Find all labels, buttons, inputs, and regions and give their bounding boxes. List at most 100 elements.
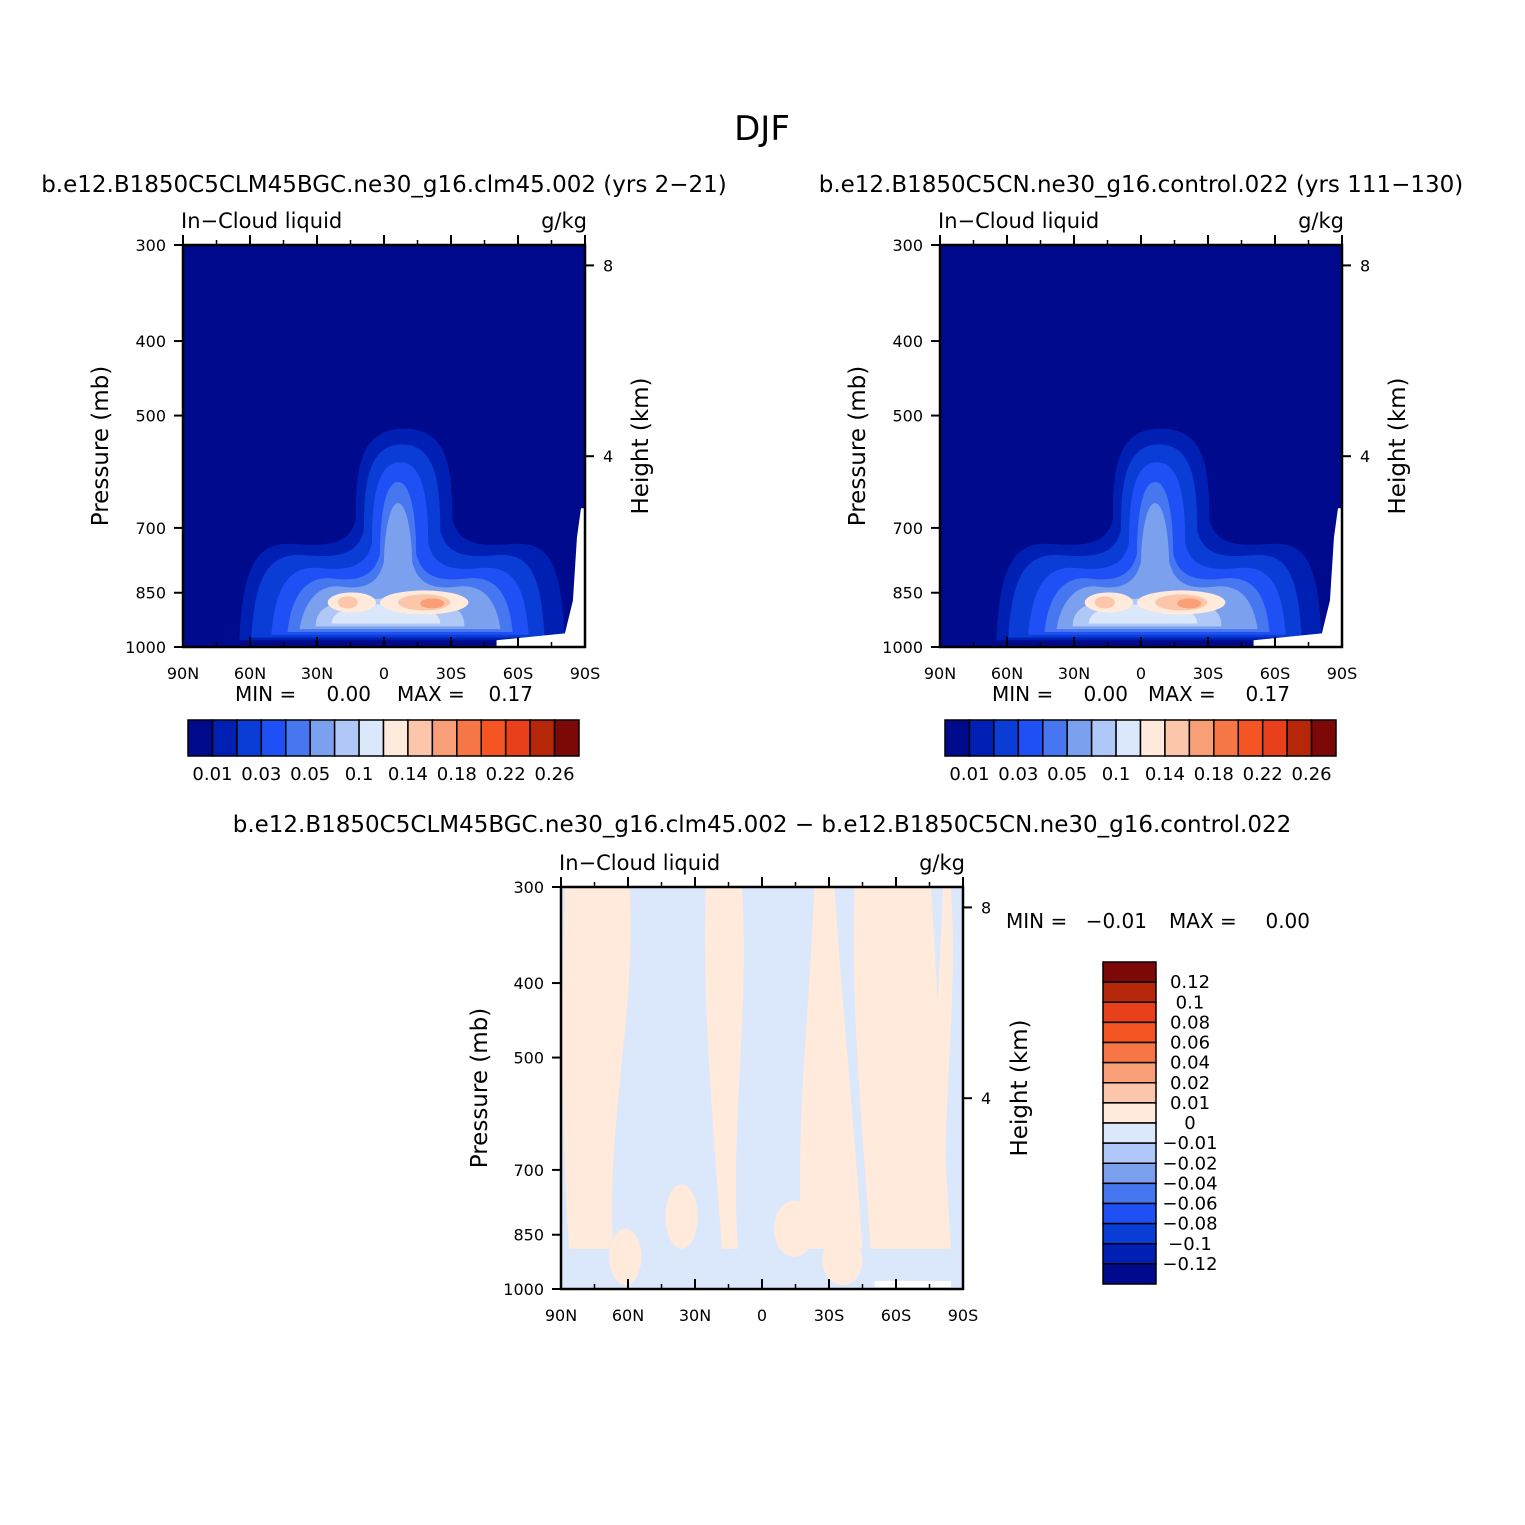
contour-band [665, 1184, 698, 1249]
colorbar-swatch [480, 719, 507, 757]
colorbar-label: 0 [1184, 1113, 1195, 1134]
x-tick-label: 60N [612, 1306, 644, 1325]
contour-band [799, 887, 863, 1249]
colorbar-swatch [1017, 719, 1044, 757]
contour-field [183, 245, 585, 647]
colorbar-swatch [1102, 1102, 1157, 1124]
axes: 90N 60N 30N 0 30S 60S 90S 300 400 500 700 850 1000 8 4 [503, 877, 991, 1325]
colorbar-label: 0.05 [290, 764, 330, 785]
colorbar-label: 0.14 [388, 764, 428, 785]
colorbar: 0.01 0.03 0.05 0.1 0.14 0.18 0.22 0.26 [944, 719, 1337, 785]
axes: 90N 60N 30N 0 30S 60S 90S 300 400 500 700 850 1000 8 4 [125, 235, 613, 683]
missing-data-mask [496, 508, 585, 647]
x-tick-label: 30N [1058, 664, 1090, 683]
contour-band [822, 1236, 863, 1285]
min-value: −0.01 [1086, 909, 1147, 933]
colorbar-label: 0.1 [1102, 764, 1131, 785]
colorbar-label: 0.18 [1194, 764, 1234, 785]
variable-label: In−Cloud liquid [938, 209, 1099, 233]
colorbar-label: 0.01 [949, 764, 989, 785]
colorbar-label: 0.12 [1170, 972, 1210, 993]
y-tick-label: 500 [135, 407, 166, 426]
colorbar-swatch [1090, 719, 1117, 757]
colorbar-swatch [187, 719, 214, 757]
max-value: 0.00 [1265, 909, 1310, 933]
colorbar-swatch [260, 719, 287, 757]
y-tick-label: 700 [513, 1161, 544, 1180]
colorbar-swatch [1102, 981, 1157, 1003]
colorbar-swatch [236, 719, 263, 757]
colorbar-swatch [1102, 1082, 1157, 1104]
max-value: 0.17 [488, 682, 533, 706]
colorbar-swatch [333, 719, 360, 757]
y-tick-label: 400 [135, 332, 166, 351]
colorbar-swatch [1102, 961, 1157, 983]
y-tick-label: 300 [892, 236, 923, 255]
min-value: 0.00 [1083, 682, 1128, 706]
colorbar-label: 0.22 [1243, 764, 1283, 785]
colorbar-label: 0.22 [486, 764, 526, 785]
contour-band [1094, 596, 1115, 609]
colorbar-swatch [1102, 1142, 1157, 1164]
y-tick-label: 1000 [503, 1280, 544, 1299]
contour-band [774, 1200, 815, 1257]
colorbar-swatch [1102, 1061, 1157, 1084]
y-tick-label: 700 [135, 519, 166, 538]
missing-data-mask [874, 1281, 951, 1287]
min-label: MIN = [1006, 909, 1067, 933]
variable-label: In−Cloud liquid [559, 851, 720, 875]
colorbar-swatch [1102, 1263, 1157, 1285]
colorbar-swatch [1139, 719, 1166, 757]
x-tick-label: 90N [924, 664, 956, 683]
colorbar-swatch [944, 719, 971, 757]
x-tick-label: 0 [379, 664, 389, 683]
x-tick-label: 30N [301, 664, 333, 683]
colorbar-swatch [1188, 719, 1215, 757]
colorbar-label: 0.18 [437, 764, 477, 785]
colorbar-swatch [993, 719, 1020, 757]
min-label: MIN = [235, 682, 296, 706]
colorbar-swatch [456, 719, 482, 757]
x-tick-label: 30N [679, 1306, 711, 1325]
colorbar-swatch [358, 719, 385, 757]
contour-field [940, 245, 1342, 647]
y-axis-right-label: Height (km) [1385, 377, 1411, 514]
colorbar-label: 0.02 [1170, 1073, 1210, 1094]
colorbar-label: 0.26 [1292, 764, 1332, 785]
y-tick-label: 850 [892, 584, 923, 603]
y-right-tick-label: 4 [981, 1089, 991, 1108]
colorbar-label: 0.03 [998, 764, 1038, 785]
colorbar-swatch [382, 719, 409, 757]
colorbar-label: 0.1 [1176, 992, 1205, 1013]
colorbar: 0.120.10.080.060.040.020.010−0.01−0.02−0… [1102, 961, 1218, 1285]
colorbar-label: −0.08 [1162, 1214, 1217, 1235]
colorbar-swatch [1115, 719, 1142, 757]
colorbar-swatch [1213, 719, 1239, 757]
y-tick-label: 300 [135, 236, 166, 255]
colorbar-swatch [1102, 1222, 1157, 1245]
colorbar-label: 0.01 [192, 764, 232, 785]
colorbar-label: −0.01 [1162, 1133, 1217, 1154]
contour-band [704, 887, 744, 1249]
x-tick-label: 30S [1193, 664, 1224, 683]
y-axis-label: Pressure (mb) [88, 366, 114, 526]
y-right-tick-label: 8 [1360, 256, 1370, 275]
x-tick-label: 60S [1260, 664, 1291, 683]
colorbar-label: −0.1 [1168, 1234, 1212, 1255]
panel-title: b.e12.B1850C5CLM45BGC.ne30_g16.clm45.002… [233, 812, 1292, 838]
x-tick-label: 0 [1136, 664, 1146, 683]
colorbar-swatch [1102, 1182, 1157, 1205]
colorbar-swatch [1164, 719, 1191, 757]
y-tick-label: 1000 [125, 638, 166, 657]
panel-model-a: b.e12.B1850C5CLM45BGC.ne30_g16.clm45.002… [41, 172, 727, 785]
colorbar-swatch [1261, 719, 1288, 757]
max-label: MAX = [1148, 682, 1216, 706]
colorbar-swatch [1102, 1202, 1157, 1225]
contour-field [561, 887, 963, 1289]
y-tick-label: 400 [513, 974, 544, 993]
min-value: 0.00 [326, 682, 371, 706]
colorbar-swatch [553, 719, 580, 757]
max-contour [1177, 598, 1202, 609]
units-label: g/kg [541, 209, 587, 233]
